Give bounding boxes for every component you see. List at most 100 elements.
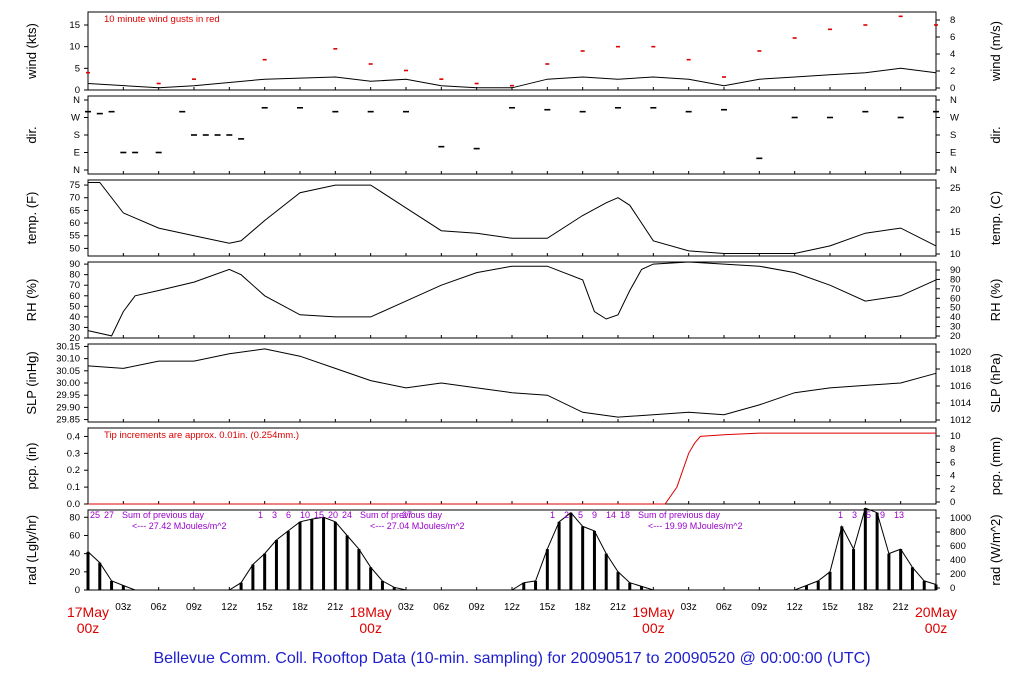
ytick-label-right-rad: 600	[950, 541, 966, 552]
ylabel-left-temp: temp. (F)	[24, 192, 39, 245]
gust-point	[474, 82, 479, 85]
xtick-label: 06z	[716, 602, 732, 613]
series-line-wind	[87, 67, 937, 89]
ytick-label-left-slp: 29.95	[56, 390, 80, 401]
dir-point	[226, 134, 233, 136]
rad-hour-label: 20	[328, 510, 338, 520]
ytick-label-left-rh: 60	[69, 291, 80, 302]
ytick-label-left-slp: 30.00	[56, 378, 80, 389]
rad-outline	[87, 507, 937, 591]
ylabel-right-rad: rad (W/m^2)	[988, 514, 1003, 585]
ylabel-left-rh: RH (%)	[24, 279, 39, 322]
ytick-label-right-pcp: 8	[950, 444, 955, 455]
xtick-label: 18z	[292, 602, 308, 613]
dir-point	[238, 138, 245, 140]
ytick-label-left-wind: 0	[75, 85, 80, 96]
dir-point	[85, 110, 91, 113]
ytick-label-right-dir: W	[950, 113, 959, 124]
ytick-label-right-pcp: 10	[950, 431, 961, 442]
ytick-label-left-temp: 70	[69, 193, 80, 204]
gust-point	[616, 45, 620, 48]
rad-hour-label: 24	[342, 510, 352, 520]
rad-hour-label: 9	[592, 510, 597, 520]
ytick-label-right-rad: 1000	[950, 513, 971, 524]
gust-point	[404, 69, 408, 72]
day-label-time: 00z	[77, 620, 100, 636]
dir-point	[367, 110, 374, 113]
dir-point	[897, 116, 904, 119]
ytick-label-right-slp: 1016	[950, 381, 971, 392]
dir-point	[202, 134, 209, 136]
ytick-label-left-rad: 80	[69, 512, 80, 523]
day-label-date: 19May	[632, 604, 674, 620]
series-line-temp	[88, 182, 937, 254]
dir-point	[544, 108, 551, 111]
rad-hour-label: 25	[90, 510, 100, 520]
rad-hour-label: 15	[314, 510, 324, 520]
ytick-label-left-slp: 30.15	[56, 341, 80, 352]
ytick-label-right-wind: 8	[950, 15, 955, 26]
xtick-label: 09z	[751, 602, 767, 613]
gust-point	[333, 48, 338, 50]
dir-point	[120, 151, 127, 154]
ytick-label-right-wind: 2	[950, 66, 955, 77]
dir-point	[509, 106, 515, 109]
xtick-label: 18z	[575, 602, 591, 613]
ytick-label-right-slp: 1020	[950, 347, 971, 358]
xtick-label: 18z	[857, 602, 873, 613]
ytick-label-left-slp: 29.85	[56, 415, 80, 426]
xtick-label: 06z	[433, 602, 449, 613]
xtick-label: 21z	[610, 602, 626, 613]
dir-point	[403, 110, 409, 113]
footer-title: Bellevue Comm. Coll. Rooftop Data (10-mi…	[153, 650, 871, 667]
ytick-label-left-rh: 50	[69, 301, 80, 312]
xtick-label: 12z	[221, 602, 237, 613]
gust-point	[192, 78, 196, 80]
ytick-label-left-rh: 20	[69, 333, 80, 344]
ytick-label-left-dir: W	[71, 113, 80, 124]
ytick-label-left-rad: 20	[69, 567, 80, 578]
ytick-label-right-rh: 60	[950, 293, 961, 304]
dir-point	[132, 151, 139, 154]
gust-point	[510, 84, 514, 87]
rad-hour-label: 13	[894, 510, 904, 520]
rad-hour-label: 5	[866, 510, 871, 520]
ytick-label-left-wind: 5	[75, 63, 80, 74]
xtick-label: 12z	[787, 602, 803, 613]
xtick-label: 21z	[327, 602, 343, 613]
ytick-label-right-wind: 4	[950, 49, 955, 60]
dir-point	[261, 106, 268, 109]
ytick-label-right-dir: N	[950, 95, 957, 106]
rad-hour-label: 14	[606, 510, 616, 520]
gust-point	[934, 24, 938, 26]
ytick-label-right-rh: 40	[950, 312, 961, 323]
rad-sum-value: <--- 27.42 MJoules/m^2	[132, 521, 227, 531]
ytick-label-right-slp: 1014	[950, 398, 971, 409]
rad-hour-label: 1	[838, 510, 843, 520]
ytick-label-left-rad: 0	[75, 585, 80, 596]
ytick-label-right-wind: 6	[950, 32, 955, 43]
ylabel-right-slp: SLP (hPa)	[988, 353, 1003, 413]
ylabel-right-rh: RH (%)	[988, 279, 1003, 322]
ytick-label-left-rh: 40	[69, 312, 80, 323]
gust-point	[439, 78, 444, 80]
rad-sum-value: <--- 19.99 MJoules/m^2	[648, 521, 743, 531]
ytick-label-right-rh: 90	[950, 265, 961, 276]
rad-sum-value: <--- 27.04 MJoules/m^2	[370, 521, 465, 531]
ytick-label-right-pcp: 6	[950, 457, 955, 468]
ytick-label-right-rh: 70	[950, 284, 961, 295]
rad-sum-label: Sum of previous day	[360, 510, 443, 520]
gust-point	[262, 58, 267, 61]
ytick-label-left-pcp: 0.2	[67, 465, 80, 476]
ytick-label-right-rh: 30	[950, 322, 961, 333]
rad-hour-label: 3	[272, 510, 277, 520]
gust-point	[792, 37, 797, 39]
ytick-label-left-rh: 30	[69, 322, 80, 333]
ytick-label-right-rad: 0	[950, 583, 955, 594]
annotation-pcp: Tip increments are approx. 0.01in. (0.25…	[104, 430, 299, 441]
ytick-label-right-temp: 25	[950, 183, 961, 194]
rad-hour-label: 9	[880, 510, 885, 520]
dir-point	[179, 110, 186, 113]
dir-point	[827, 116, 833, 119]
